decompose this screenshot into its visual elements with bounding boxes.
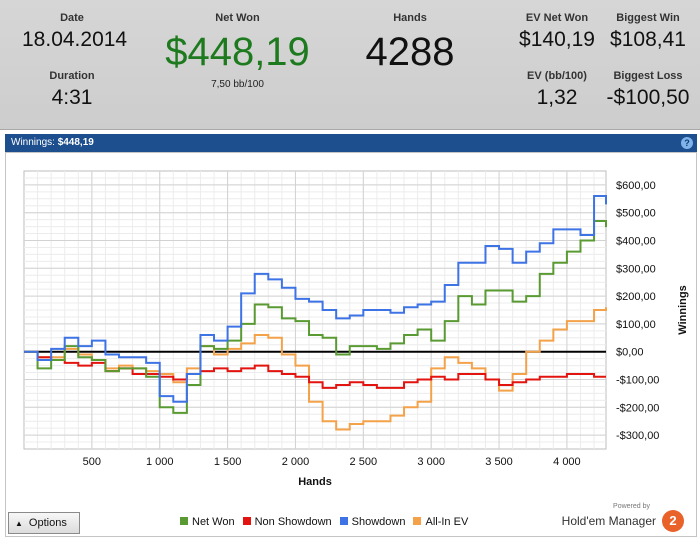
legend-label: All-In EV	[425, 516, 469, 528]
biggest-loss-value: -$100,50	[606, 86, 690, 109]
ev-bb100-label: EV (bb/100)	[527, 70, 587, 82]
ev-bb100-value: 1,32	[536, 86, 578, 109]
hands-stat: Hands 4288	[350, 12, 470, 75]
series-line-all-in-ev	[24, 307, 607, 431]
x-tick-label: 500	[83, 456, 101, 468]
ev-net-won-stat: EV Net Won $140,19	[508, 12, 606, 52]
legend-item: All-In EV	[413, 516, 468, 528]
ev-net-won-value: $140,19	[519, 28, 595, 51]
duration-value: 4:31	[51, 86, 93, 109]
x-tick-label: 2 500	[350, 456, 378, 468]
net-won-stat: Net Won $448,19 7,50 bb/100	[150, 12, 325, 90]
x-tick-label: 1 500	[214, 456, 242, 468]
y-tick-label: $500,00	[616, 208, 656, 220]
net-won-value: $448,19	[165, 30, 310, 74]
y-tick-label: -$300,00	[616, 430, 659, 442]
duration-label: Duration	[49, 70, 95, 82]
legend-swatch	[242, 517, 251, 525]
legend-item: Showdown	[339, 516, 406, 528]
x-tick-label: 4 000	[553, 456, 581, 468]
options-button-label: Options	[28, 517, 67, 529]
hands-value: 4288	[365, 30, 455, 74]
biggest-win-value: $108,41	[610, 28, 686, 51]
x-tick-label: 1 000	[146, 456, 174, 468]
legend-label: Net Won	[192, 516, 235, 528]
legend-swatch	[180, 517, 188, 525]
help-icon[interactable]: ?	[681, 137, 693, 149]
legend-swatch	[413, 517, 422, 525]
y-tick-label: -$200,00	[616, 402, 659, 414]
series-line-showdown	[24, 195, 607, 403]
net-won-label: Net Won	[215, 12, 260, 24]
powered-by-text: Powered by	[613, 503, 650, 510]
ev-bb100-stat: EV (bb/100) 1,32	[508, 70, 606, 110]
legend-item: Net Won	[180, 516, 235, 528]
ev-net-won-label: EV Net Won	[525, 12, 589, 24]
chart-legend: Net Won Non Showdown Showdown All-In EV	[180, 516, 476, 532]
y-tick-label: $600,00	[616, 180, 656, 192]
winnings-bar-label: Winnings:	[11, 137, 55, 148]
x-tick-label: 3 000	[417, 456, 445, 468]
winnings-chart-svg: 500 1 000 1 500 2 000 2 500 3 000 3 500 4 000 $6…	[23, 170, 689, 488]
legend-item: Non Showdown	[242, 516, 332, 528]
y-tick-label: $0,00	[616, 347, 644, 359]
y-axis-title: Winnings	[677, 285, 689, 334]
y-tick-label: -$100,00	[616, 375, 659, 387]
x-tick-label: 3 500	[485, 456, 513, 468]
y-tick-label: $200,00	[616, 291, 656, 303]
winnings-bar-value: $448,19	[57, 137, 94, 148]
legend-swatch	[339, 517, 348, 525]
brand-name: Hold'em Manager	[561, 514, 656, 528]
brand-logo-icon: 2	[662, 510, 684, 532]
date-value: 18.04.2014	[22, 28, 128, 51]
series-line-net-won	[24, 220, 607, 414]
date-label: Date	[60, 12, 84, 24]
x-tick-label: 2 000	[282, 456, 310, 468]
biggest-loss-label: Biggest Loss	[613, 70, 683, 82]
holdem-manager-branding: Powered by Hold'em Manager 2	[558, 503, 688, 533]
options-button[interactable]: ▲ Options	[8, 512, 80, 534]
session-summary-panel: Date 18.04.2014 Duration 4:31 Net Won $4…	[0, 0, 700, 130]
winnings-graph: 500 1 000 1 500 2 000 2 500 3 000 3 500 4 000 $6…	[5, 152, 697, 537]
biggest-win-stat: Biggest Win $108,41	[600, 12, 696, 52]
y-tick-label: $400,00	[616, 236, 656, 248]
net-won-bb100: 7,50 bb/100	[211, 79, 264, 90]
chevron-up-icon: ▲	[15, 519, 23, 528]
biggest-loss-stat: Biggest Loss -$100,50	[600, 70, 696, 110]
winnings-header-bar: Winnings: $448,19 ?	[5, 134, 697, 152]
date-stat: Date 18.04.2014	[22, 12, 128, 52]
y-tick-label: $100,00	[616, 319, 656, 331]
legend-label: Showdown	[351, 516, 406, 528]
legend-label: Non Showdown	[254, 516, 332, 528]
biggest-win-label: Biggest Win	[616, 12, 680, 24]
hands-label: Hands	[393, 12, 427, 24]
y-tick-label: $300,00	[616, 263, 656, 275]
x-axis-title: Hands	[298, 476, 332, 488]
duration-stat: Duration 4:31	[22, 70, 122, 110]
